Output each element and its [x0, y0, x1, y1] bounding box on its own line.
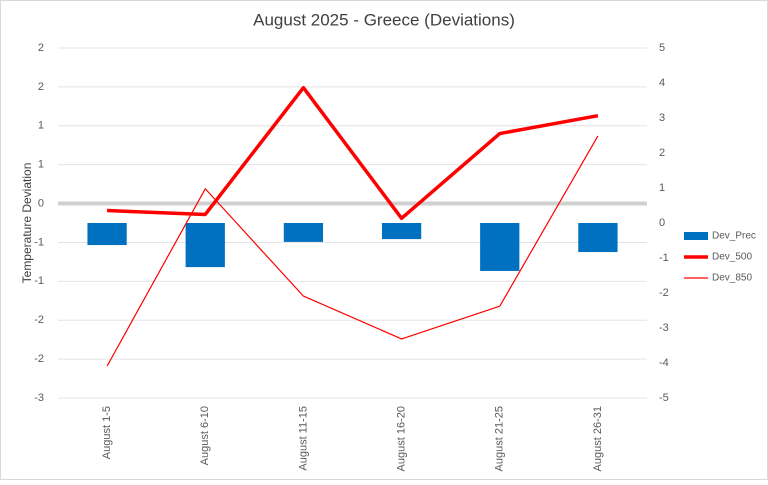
- y2-tick-label: 4: [659, 77, 665, 89]
- y-tick-label: 1: [38, 159, 44, 171]
- bar: [87, 223, 127, 246]
- x-tick-label: August 16-20: [395, 406, 407, 471]
- y2-tick-label: -2: [659, 287, 669, 299]
- y2-tick-label: -3: [659, 322, 669, 334]
- legend-label: Dev_500: [712, 252, 752, 263]
- legend-label: Dev_850: [712, 273, 752, 284]
- y-tick-label: -2: [34, 314, 44, 326]
- y2-tick-label: -1: [659, 252, 669, 264]
- bar: [185, 223, 225, 268]
- y2-tick-label: 3: [659, 112, 665, 124]
- y2-tick-label: -4: [659, 357, 669, 369]
- y-tick-label: -1: [34, 275, 44, 287]
- legend-label: Dev_Prec: [712, 231, 756, 242]
- y-tick-label: -2: [34, 353, 44, 365]
- y2-tick-label: -5: [659, 392, 669, 404]
- line: [106, 135, 599, 367]
- y2-tick-label: 5: [659, 42, 665, 54]
- x-tick-label: August 26-31: [592, 406, 604, 471]
- legend-swatch: [684, 232, 708, 240]
- x-tick-label: August 6-10: [199, 406, 211, 465]
- chart-title: August 2025 - Greece (Deviations): [253, 10, 515, 29]
- y-tick-label: -1: [34, 236, 44, 248]
- y-tick-label: 2: [38, 42, 44, 54]
- bar: [283, 223, 324, 242]
- bar: [381, 223, 422, 240]
- y-tick-label: 0: [38, 197, 44, 209]
- y-tick-label: -3: [34, 392, 44, 404]
- y2-tick-label: 0: [659, 217, 665, 229]
- y-tick-label: 2: [38, 81, 44, 93]
- y2-tick-label: 1: [659, 182, 665, 194]
- x-tick-label: August 1-5: [101, 406, 113, 459]
- bar: [578, 223, 618, 253]
- line: [107, 85, 599, 221]
- x-tick-label: August 11-15: [297, 406, 309, 471]
- bar: [480, 223, 520, 271]
- y-axis-label: Temperature Deviation: [20, 163, 34, 284]
- y2-tick-label: 2: [659, 147, 665, 159]
- x-tick-label: August 21-25: [494, 406, 506, 471]
- y-tick-label: 1: [38, 120, 44, 132]
